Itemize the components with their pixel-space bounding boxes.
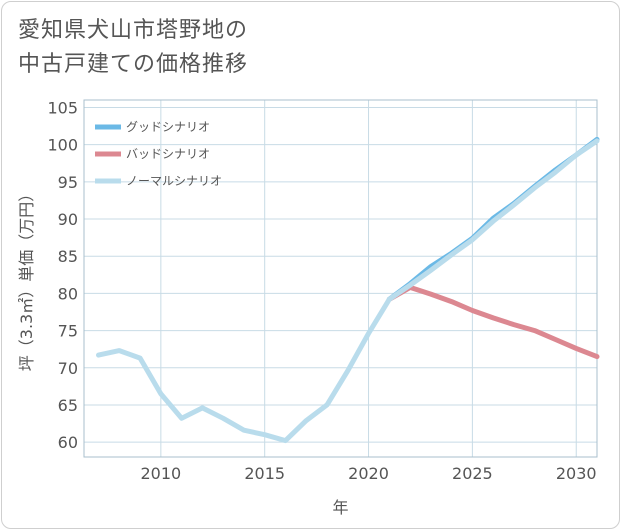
chart-title: 愛知県犬山市塔野地の 中古戸建ての価格推移 bbox=[18, 14, 248, 82]
legend-label-normal: ノーマルシナリオ bbox=[126, 174, 222, 188]
chart-title-line1: 愛知県犬山市塔野地の bbox=[18, 18, 249, 43]
series-line-normal bbox=[96, 138, 600, 444]
y-tick-labels: 60 65 70 75 80 85 90 95 100 105 bbox=[47, 98, 78, 452]
chart-title-line2: 中古戸建ての価格推移 bbox=[18, 52, 249, 77]
y-tick-label-100: 100 bbox=[47, 136, 78, 155]
x-axis-label: 年 bbox=[332, 498, 348, 517]
y-tick-label-105: 105 bbox=[47, 98, 78, 117]
y-axis-label: 坪（3.3㎡）単価（万円） bbox=[17, 186, 36, 371]
y-tick-label-90: 90 bbox=[58, 210, 78, 229]
series-group bbox=[96, 136, 600, 444]
grid-lines bbox=[84, 100, 597, 457]
y-tick-label-75: 75 bbox=[58, 322, 78, 341]
y-tick-label-85: 85 bbox=[58, 247, 78, 266]
y-tick-label-95: 95 bbox=[58, 173, 78, 192]
x-tick-label-2010: 2010 bbox=[140, 464, 181, 483]
series-line-bad bbox=[386, 284, 600, 360]
x-tick-label-2020: 2020 bbox=[348, 464, 389, 483]
x-tick-label-2015: 2015 bbox=[244, 464, 285, 483]
y-tick-label-65: 65 bbox=[58, 396, 78, 415]
y-tick-label-70: 70 bbox=[58, 359, 78, 378]
x-tick-labels: 2010 2015 2020 2025 2030 bbox=[140, 464, 596, 483]
plot-frame bbox=[83, 99, 598, 458]
x-tick-label-2025: 2025 bbox=[452, 464, 493, 483]
x-tick-label-2030: 2030 bbox=[556, 464, 597, 483]
legend-label-good: グッドシナリオ bbox=[126, 120, 210, 134]
y-tick-label-80: 80 bbox=[58, 284, 78, 303]
legend-label-bad: バッドシナリオ bbox=[126, 147, 210, 161]
y-tick-label-60: 60 bbox=[58, 433, 78, 452]
